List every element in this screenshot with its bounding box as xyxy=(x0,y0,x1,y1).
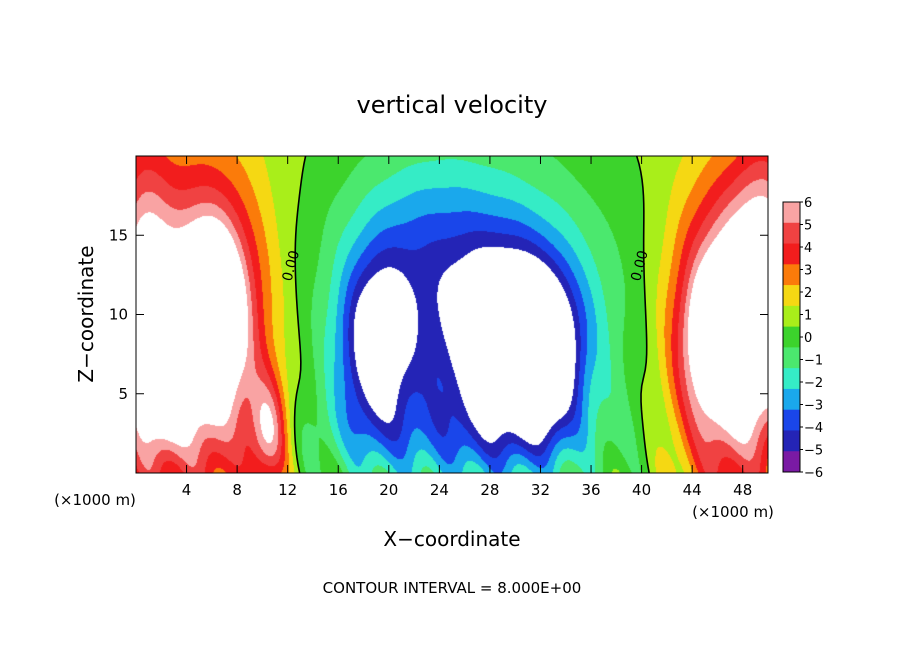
x-tick-label: 16 xyxy=(329,481,348,499)
x-tick-label: 40 xyxy=(632,481,651,499)
colorbar-label: −4 xyxy=(804,421,823,436)
colorbar-label: −5 xyxy=(804,444,823,459)
colorbar-swatch xyxy=(783,326,800,348)
colorbar-label: −3 xyxy=(804,399,823,414)
x-unit-right: (×1000 m) xyxy=(692,503,774,521)
colorbar-label: 2 xyxy=(804,286,812,301)
x-tick-label: 28 xyxy=(480,481,499,499)
contour-zero-west-label: 0.00 xyxy=(280,249,304,283)
y-tick-label: 15 xyxy=(109,226,128,244)
colorbar-label: 4 xyxy=(804,241,812,256)
x-tick-label: 36 xyxy=(581,481,600,499)
colorbar: 6 5 4 3 2 1 0 −1 −2 −3 −4 −5 −6 xyxy=(782,196,823,481)
colorbar-swatch xyxy=(783,368,800,390)
contour-interval-text: CONTOUR INTERVAL = 8.000E+00 xyxy=(323,579,582,597)
colorbar-label: 3 xyxy=(804,264,812,279)
colorbar-label: −2 xyxy=(804,376,823,391)
colorbar-swatch xyxy=(783,388,800,411)
x-tick-label: 20 xyxy=(379,481,398,499)
contour-zero-east xyxy=(635,155,650,474)
x-tick-label: 8 xyxy=(232,481,242,499)
y-tick-label: 10 xyxy=(109,306,128,324)
colorbar-swatch xyxy=(783,285,800,307)
x-axis: 4 8 12 16 20 24 28 32 36 40 44 48 xyxy=(182,156,752,499)
y-axis-label: Z−coordinate xyxy=(74,245,98,382)
colorbar-swatch xyxy=(783,430,800,452)
x-tick-label: 12 xyxy=(278,481,297,499)
colorbar-swatch xyxy=(783,243,800,265)
x-tick-label: 4 xyxy=(182,481,192,499)
heatmap-image xyxy=(136,156,768,473)
x-tick-label: 44 xyxy=(683,481,702,499)
colorbar-swatch xyxy=(783,222,800,244)
contour-zero-east-label: 0.00 xyxy=(628,249,652,283)
colorbar-label: −6 xyxy=(804,466,823,481)
x-axis-label: X−coordinate xyxy=(383,527,520,551)
colorbar-swatch xyxy=(783,347,800,369)
x-tick-label: 32 xyxy=(531,481,550,499)
y-tick-label: 5 xyxy=(118,385,128,403)
colorbar-swatch xyxy=(783,202,800,224)
colorbar-swatch xyxy=(783,409,800,431)
y-axis: 5 10 15 xyxy=(109,226,768,403)
colorbar-swatch xyxy=(783,305,800,328)
x-unit-left: (×1000 m) xyxy=(54,491,136,509)
colorbar-swatch xyxy=(783,451,800,473)
colorbar-swatch xyxy=(783,264,800,286)
contour-zero-west xyxy=(293,155,307,474)
x-tick-label: 48 xyxy=(733,481,752,499)
contour-lines: 0.00 0.00 xyxy=(280,155,652,474)
colorbar-label: −1 xyxy=(804,354,823,369)
colorbar-label: 6 xyxy=(804,196,812,211)
colorbar-label: 0 xyxy=(804,331,812,346)
x-tick-label: 24 xyxy=(430,481,449,499)
chart-title: vertical velocity xyxy=(357,91,548,119)
colorbar-label: 1 xyxy=(804,309,812,324)
colorbar-label: 5 xyxy=(804,219,812,234)
